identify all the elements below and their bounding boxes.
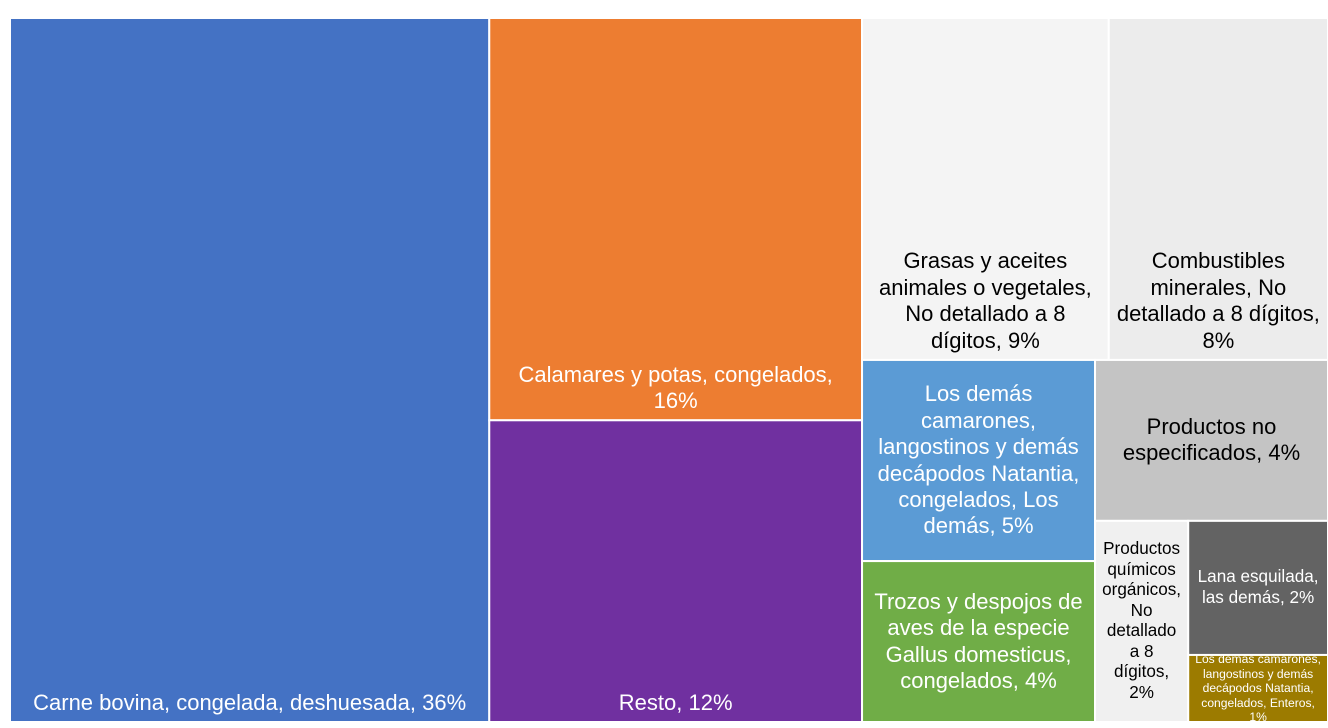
tile-label-text: Los demás camarones, langostinos y demás… — [868, 381, 1089, 539]
tile-label-box: Grasas y aceites animales o vegetales, N… — [862, 18, 1109, 360]
tile-label: Los demás camarones, langostinos y demás… — [1188, 655, 1328, 722]
treemap-tile — [1187, 653, 1328, 724]
tile-label-box: Los demás camarones, langostinos y demás… — [1188, 655, 1328, 722]
treemap-tile — [861, 358, 1097, 563]
treemap-tile — [1094, 519, 1190, 723]
treemap-tile — [488, 17, 864, 422]
treemap-tile — [861, 560, 1097, 723]
treemap-tile — [861, 17, 1110, 361]
tile-label-text: Combustibles minerales, No detallado a 8… — [1115, 248, 1322, 354]
tile-name: Productos no especificados, — [1122, 414, 1277, 466]
tile-label-box: Trozos y despojos de aves de la especie … — [862, 561, 1095, 722]
tile-value: 2% — [1129, 683, 1154, 702]
tile-value: 12% — [688, 689, 733, 715]
tile-label: Productos no especificados, 4% — [1095, 360, 1328, 521]
tile-label-text: Productos químicos orgánicos, No detalla… — [1101, 539, 1182, 703]
tile-value: 36% — [422, 689, 467, 715]
tile-label-box: Resto, 12% — [489, 420, 862, 722]
tile-name: Resto, — [618, 689, 683, 715]
tile-value: 9% — [1008, 327, 1040, 353]
tile-label-text: Lana esquilada, las demás, 2% — [1194, 567, 1322, 608]
tile-label-text: Resto, 12% — [619, 690, 733, 716]
tile-value: 2% — [1289, 587, 1315, 607]
tile-value: 4% — [1025, 667, 1057, 693]
treemap-tile — [488, 419, 864, 723]
tile-label: Calamares y potas, congelados, 16% — [489, 18, 862, 420]
tile-label: Combustibles minerales, No detallado a 8… — [1109, 18, 1328, 360]
tile-name: Grasas y aceites animales o vegetales, N… — [878, 248, 1092, 353]
treemap-tile — [1187, 519, 1328, 656]
tile-label: Lana esquilada, las demás, 2% — [1188, 521, 1328, 655]
tile-name: Los demás camarones, langostinos y demás… — [1195, 654, 1321, 710]
tile-name: Calamares y potas, congelados, — [518, 361, 833, 387]
tile-label-box: Combustibles minerales, No detallado a 8… — [1109, 18, 1328, 360]
tile-label-text: Los demás camarones, langostinos y demás… — [1194, 655, 1322, 722]
treemap-tile — [1107, 17, 1328, 361]
tile-name: Carne bovina, congelada, deshuesada, — [33, 689, 416, 715]
tile-label-box: Productos químicos orgánicos, No detalla… — [1095, 521, 1188, 722]
tile-label: Grasas y aceites animales o vegetales, N… — [862, 18, 1109, 360]
tile-label-text: Productos no especificados, 4% — [1101, 414, 1322, 467]
treemap-tile — [1094, 358, 1328, 522]
tile-label: Productos químicos orgánicos, No detalla… — [1095, 521, 1188, 722]
tile-label-box: Calamares y potas, congelados, 16% — [489, 18, 862, 420]
tile-label-text: Calamares y potas, congelados, 16% — [495, 362, 856, 415]
tile-value: 1% — [1249, 710, 1267, 722]
tile-label-text: Trozos y despojos de aves de la especie … — [868, 589, 1089, 695]
tile-name: Combustibles minerales, No detallado a 8… — [1116, 248, 1320, 327]
tile-label-box: Productos no especificados, 4% — [1095, 360, 1328, 521]
tile-label: Trozos y despojos de aves de la especie … — [862, 561, 1095, 722]
tile-value: 8% — [1202, 327, 1235, 353]
tile-label: Resto, 12% — [489, 420, 862, 722]
tile-label-text: Grasas y aceites animales o vegetales, N… — [868, 248, 1103, 354]
tile-label: Carne bovina, congelada, deshuesada, 36% — [10, 18, 489, 722]
tile-name: Lana esquilada, las demás, — [1197, 567, 1319, 607]
tile-name: Productos químicos orgánicos, No detalla… — [1102, 539, 1182, 682]
tile-value: 16% — [653, 387, 698, 413]
tile-value: 5% — [1001, 513, 1034, 539]
tile-label-box: Carne bovina, congelada, deshuesada, 36% — [10, 18, 489, 722]
treemap-tile — [9, 17, 491, 723]
tile-value: 4% — [1268, 440, 1301, 466]
tile-label-box: Lana esquilada, las demás, 2% — [1188, 521, 1328, 655]
tile-name: Trozos y despojos de aves de la especie … — [874, 588, 1083, 693]
tile-label-box: Los demás camarones, langostinos y demás… — [862, 360, 1095, 561]
tile-name: Los demás camarones, langostinos y demás… — [877, 381, 1080, 539]
tile-label-text: Carne bovina, congelada, deshuesada, 36% — [33, 690, 466, 716]
tile-label: Los demás camarones, langostinos y demás… — [862, 360, 1095, 561]
